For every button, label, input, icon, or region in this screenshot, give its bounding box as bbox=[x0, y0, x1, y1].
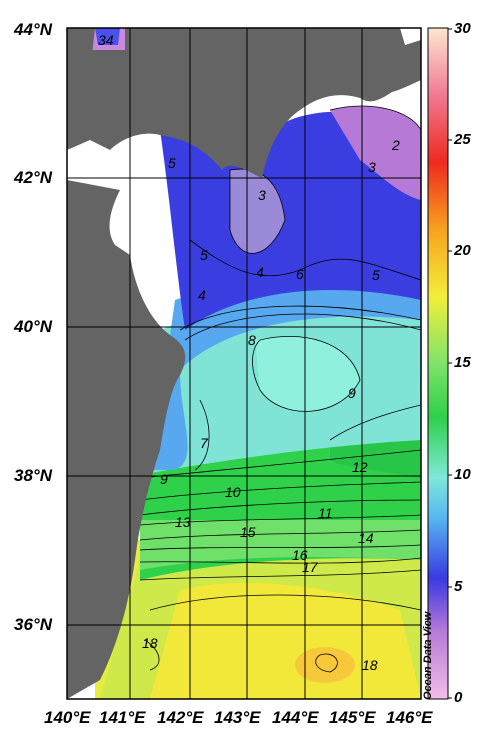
contour-label: 9 bbox=[348, 385, 356, 401]
contour-label: 34 bbox=[98, 32, 114, 48]
contour-label: 3 bbox=[368, 159, 376, 175]
lon-label-140e: 140°E bbox=[44, 708, 91, 727]
colorbar-tick-5: 5 bbox=[454, 578, 463, 595]
graticule bbox=[67, 28, 421, 699]
contour-label: 5 bbox=[168, 155, 176, 171]
colorbar bbox=[427, 27, 449, 700]
contour-label: 8 bbox=[248, 332, 256, 348]
colorbar-tick-25: 25 bbox=[454, 131, 471, 148]
contour-label: 10 bbox=[225, 484, 241, 500]
contour-value-labels: 34 5 3 2 3 5 4 4 6 5 8 9 7 9 10 11 12 13… bbox=[98, 32, 400, 673]
lon-label-143e: 143°E bbox=[214, 708, 261, 727]
contour-label: 16 bbox=[292, 547, 308, 563]
map-frame bbox=[66, 27, 422, 700]
colorbar-tick-20: 20 bbox=[454, 242, 471, 259]
lat-label-38n: 38°N bbox=[14, 466, 52, 485]
lon-label-141e: 141°E bbox=[99, 708, 146, 727]
lat-label-40n: 40°N bbox=[14, 317, 52, 336]
contour-label: 12 bbox=[352, 459, 368, 475]
colorbar-tick-15: 15 bbox=[454, 354, 471, 371]
contour-label: 4 bbox=[256, 264, 264, 280]
lat-label-44n: 44°N bbox=[14, 20, 52, 39]
contour-label: 15 bbox=[240, 524, 256, 540]
contour-label: 3 bbox=[258, 187, 266, 203]
contour-label: 6 bbox=[296, 266, 304, 282]
colorbar-ticks bbox=[448, 28, 452, 699]
contour-label: 9 bbox=[160, 471, 168, 487]
contour-label: 7 bbox=[200, 435, 209, 451]
contour-label: 18 bbox=[142, 635, 158, 651]
contour-label: 5 bbox=[200, 247, 208, 263]
contour-lines bbox=[139, 105, 421, 673]
colorbar-tick-0: 0 bbox=[454, 689, 463, 706]
contour-label: 13 bbox=[175, 514, 191, 530]
contour-label: 4 bbox=[198, 287, 206, 303]
lat-label-36n: 36°N bbox=[14, 615, 52, 634]
watermark-text: Ocean Data View bbox=[422, 611, 434, 700]
lon-label-144e: 144°E bbox=[272, 708, 319, 727]
lon-label-145e: 145°E bbox=[329, 708, 376, 727]
contour-label: 5 bbox=[372, 267, 380, 283]
lat-label-42n: 42°N bbox=[14, 168, 52, 187]
contour-label: 18 bbox=[362, 657, 378, 673]
contour-label: 11 bbox=[318, 505, 333, 521]
land bbox=[67, 28, 421, 699]
contour-label: 17 bbox=[302, 559, 319, 575]
contour-label: 2 bbox=[391, 137, 400, 153]
colorbar-tick-10: 10 bbox=[454, 466, 471, 483]
colorbar-tick-30: 30 bbox=[454, 20, 471, 37]
lon-label-142e: 142°E bbox=[157, 708, 204, 727]
contour-label: 14 bbox=[358, 530, 374, 546]
lon-label-146e: 146°E bbox=[386, 708, 433, 727]
